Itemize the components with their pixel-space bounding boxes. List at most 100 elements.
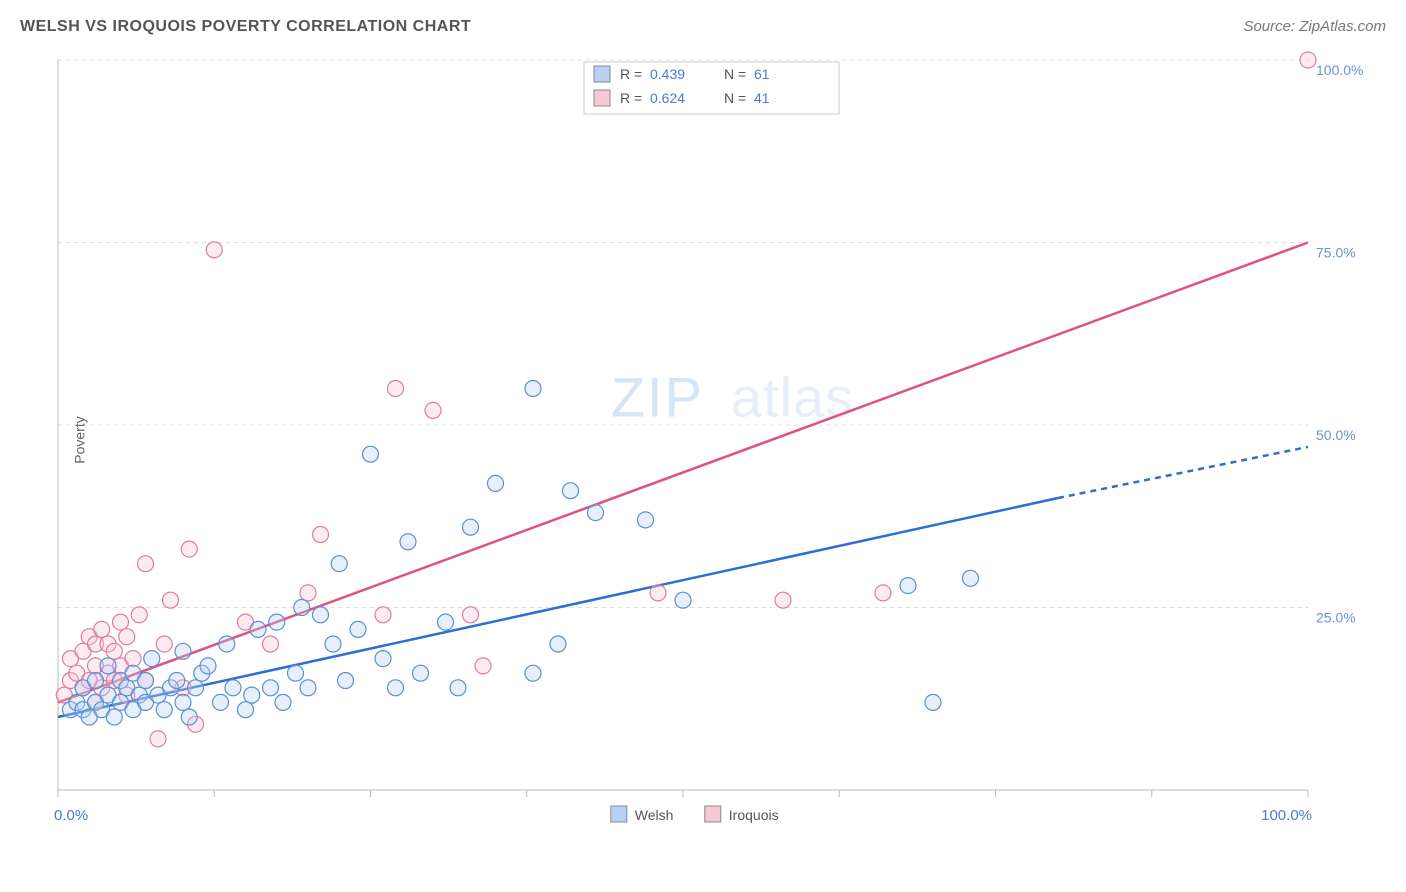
legend-r-value: 0.624 [650, 90, 685, 106]
point-welsh [450, 680, 466, 696]
point-welsh [188, 680, 204, 696]
point-iroquois [263, 636, 279, 652]
point-welsh [525, 665, 541, 681]
point-welsh [925, 694, 941, 710]
point-iroquois [106, 643, 122, 659]
point-iroquois [119, 629, 135, 645]
point-iroquois [875, 585, 891, 601]
y-tick-label: 50.0% [1316, 427, 1356, 443]
point-welsh [400, 534, 416, 550]
point-iroquois [138, 556, 154, 572]
watermark: atlas [731, 366, 854, 429]
point-welsh [488, 475, 504, 491]
point-iroquois [313, 527, 329, 543]
legend-r-label: R = [620, 66, 642, 82]
point-welsh [175, 694, 191, 710]
legend-r-label: R = [620, 90, 642, 106]
point-welsh [250, 621, 266, 637]
y-axis-label: Poverty [72, 416, 88, 463]
point-iroquois [425, 402, 441, 418]
point-welsh [219, 636, 235, 652]
point-iroquois [94, 621, 110, 637]
legend-r-value: 0.439 [650, 66, 685, 82]
point-welsh [563, 483, 579, 499]
point-iroquois [113, 614, 129, 630]
point-welsh [375, 651, 391, 667]
point-welsh [244, 687, 260, 703]
point-iroquois [206, 242, 222, 258]
point-welsh [294, 600, 310, 616]
point-welsh [963, 570, 979, 586]
point-iroquois [463, 607, 479, 623]
point-welsh [263, 680, 279, 696]
point-welsh [181, 709, 197, 725]
point-iroquois [150, 731, 166, 747]
point-welsh [588, 505, 604, 521]
legend-swatch [611, 806, 627, 822]
chart-title: WELSH VS IROQUOIS POVERTY CORRELATION CH… [20, 18, 471, 36]
point-welsh [313, 607, 329, 623]
legend-series-label: Iroquois [729, 807, 779, 823]
y-tick-label: 75.0% [1316, 245, 1356, 261]
y-tick-label: 25.0% [1316, 610, 1356, 626]
point-welsh [363, 446, 379, 462]
point-iroquois [131, 607, 147, 623]
legend-n-value: 61 [754, 66, 770, 82]
y-tick-label: 100.0% [1316, 62, 1363, 78]
watermark: ZIP [611, 366, 704, 429]
point-welsh [325, 636, 341, 652]
point-iroquois [156, 636, 172, 652]
point-welsh [338, 673, 354, 689]
point-welsh [388, 680, 404, 696]
trendline-welsh-dash [1058, 447, 1308, 498]
point-iroquois [650, 585, 666, 601]
scatter-plot: Poverty ZIP atlas 0.0% 100.0% 25.0% 50.0% 75.0… [48, 50, 1388, 830]
legend-swatch [594, 66, 610, 82]
point-welsh [238, 702, 254, 718]
point-welsh [331, 556, 347, 572]
point-welsh [525, 381, 541, 397]
point-welsh [175, 643, 191, 659]
point-welsh [675, 592, 691, 608]
point-iroquois [300, 585, 316, 601]
point-iroquois [388, 381, 404, 397]
point-iroquois [475, 658, 491, 674]
point-welsh [550, 636, 566, 652]
point-iroquois [375, 607, 391, 623]
chart-canvas: ZIP atlas 0.0% 100.0% 25.0% 50.0% 75.0% 100.0% R… [48, 50, 1388, 830]
point-welsh [288, 665, 304, 681]
point-welsh [900, 578, 916, 594]
point-iroquois [775, 592, 791, 608]
point-welsh [200, 658, 216, 674]
point-welsh [300, 680, 316, 696]
point-welsh [106, 709, 122, 725]
x-tick-label: 0.0% [54, 807, 88, 824]
legend-swatch [705, 806, 721, 822]
legend-series-label: Welsh [635, 807, 674, 823]
legend-n-label: N = [724, 90, 746, 106]
point-welsh [438, 614, 454, 630]
point-welsh [100, 658, 116, 674]
point-welsh [413, 665, 429, 681]
point-welsh [638, 512, 654, 528]
legend-swatch [594, 90, 610, 106]
point-welsh [225, 680, 241, 696]
point-welsh [213, 694, 229, 710]
source-attribution: Source: ZipAtlas.com [1243, 18, 1386, 35]
point-welsh [144, 651, 160, 667]
point-welsh [169, 673, 185, 689]
point-iroquois [163, 592, 179, 608]
point-welsh [275, 694, 291, 710]
point-welsh [463, 519, 479, 535]
trendline-iroquois [58, 243, 1308, 703]
x-tick-label: 100.0% [1261, 807, 1312, 824]
legend-n-value: 41 [754, 90, 770, 106]
legend-n-label: N = [724, 66, 746, 82]
point-iroquois [1300, 52, 1316, 68]
point-welsh [269, 614, 285, 630]
point-welsh [88, 673, 104, 689]
point-welsh [350, 621, 366, 637]
point-iroquois [125, 651, 141, 667]
point-welsh [156, 702, 172, 718]
point-welsh [138, 673, 154, 689]
